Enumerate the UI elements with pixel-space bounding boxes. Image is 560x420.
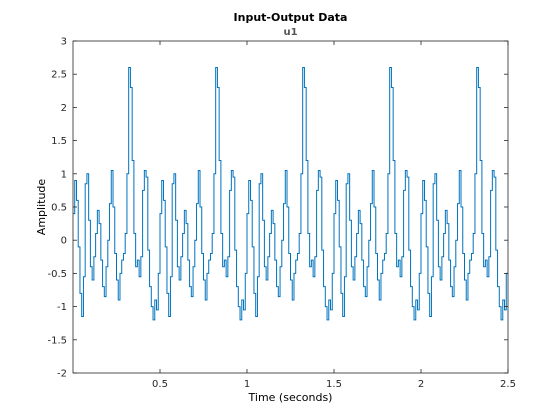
- y-tick-label: 3: [61, 37, 67, 48]
- series-layer: [73, 67, 508, 321]
- y-tick-label: 0.5: [51, 203, 67, 214]
- y-tick-label: 0: [61, 236, 67, 247]
- y-tick-label: -1.5: [47, 335, 67, 346]
- y-tick-label: -2: [57, 369, 67, 380]
- y-tick-label: -0.5: [47, 269, 67, 280]
- x-tick-label: 1.5: [326, 379, 342, 390]
- axes-layer: 0.5 1 1.5 2 2.5 -2 -1.5 -1 -0.5 0 0.5 1 1.5 2 2.5 3: [47, 37, 515, 391]
- y-tick-label: 1: [61, 169, 67, 180]
- y-tick-label: 2: [61, 103, 67, 114]
- x-tick-label: 1: [244, 379, 250, 390]
- x-axis-label: Time (seconds): [248, 391, 333, 404]
- plot-area: [73, 41, 508, 373]
- x-tick-label: 0.5: [152, 379, 168, 390]
- series-line-u1: [73, 67, 508, 321]
- y-tick-label: 2.5: [51, 70, 67, 81]
- y-tick-label: 1.5: [51, 136, 67, 147]
- chart-title: Input-Output Data: [234, 11, 348, 24]
- chart-subtitle: u1: [283, 27, 297, 38]
- x-tick-label: 2: [418, 379, 424, 390]
- x-tick-label: 2.5: [500, 379, 516, 390]
- y-axis-label: Amplitude: [35, 179, 48, 236]
- y-tick-label: -1: [57, 302, 67, 313]
